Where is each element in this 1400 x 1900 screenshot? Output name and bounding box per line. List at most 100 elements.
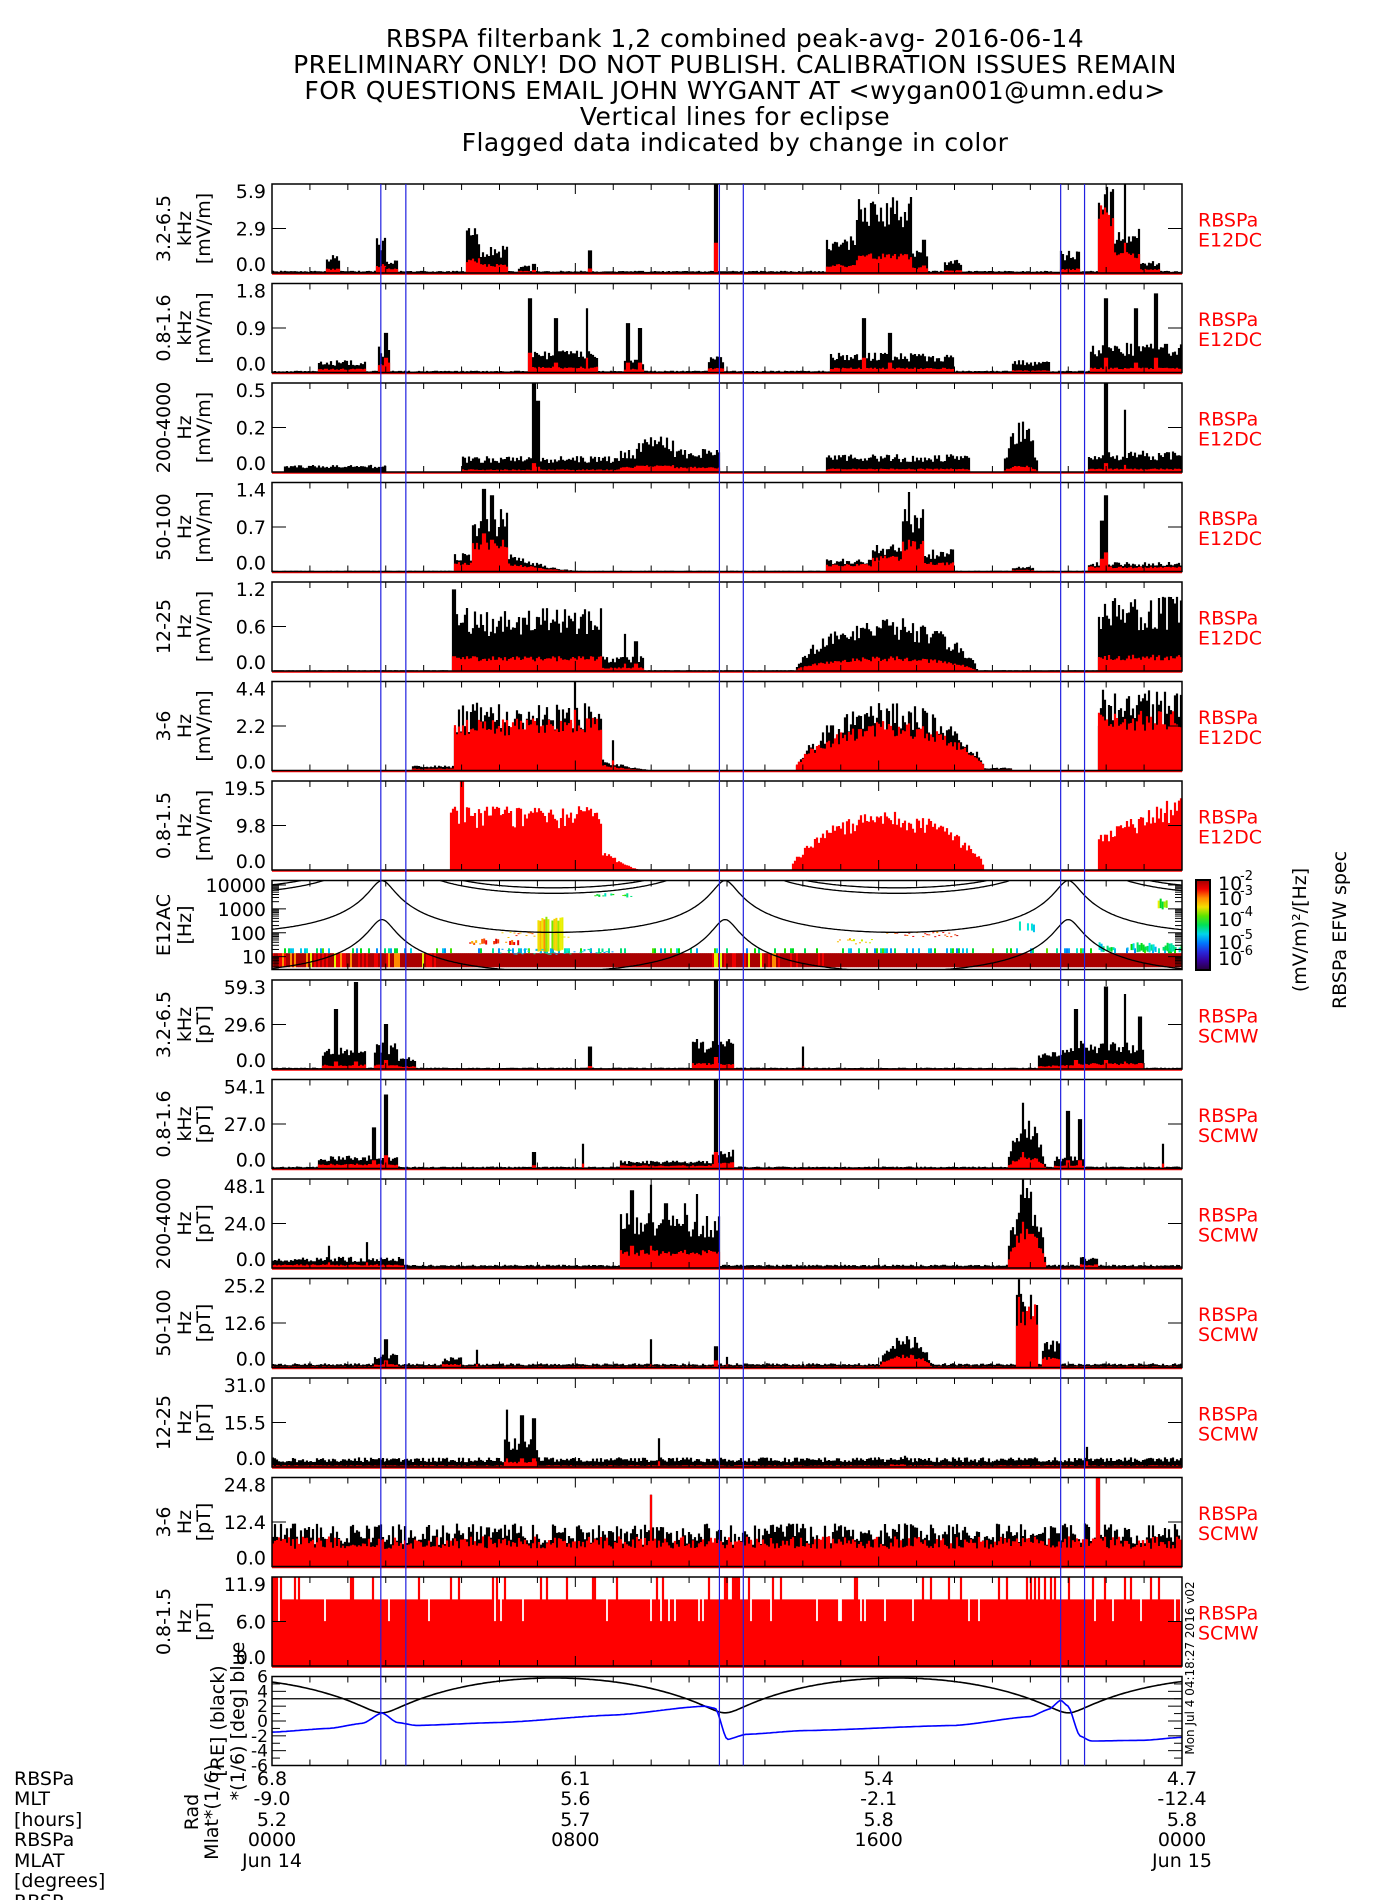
y-tick-label: 29.6 [224,1015,266,1037]
spectrogram-cell [484,953,487,968]
y-tick-label: 25.2 [224,1276,266,1298]
y-axis-label-line: Hz [174,515,196,539]
spectrogram-cell [844,953,847,968]
spectrogram-cell [598,948,600,954]
spectrogram-cell [580,953,583,968]
spectrogram-cell [804,948,806,954]
instrument-label: E12DC [1198,827,1262,849]
spectrogram-cell [567,948,570,951]
x-axis-ticks [271,283,1183,373]
spectrogram-cell [896,953,899,968]
spectrogram-cell [509,940,512,945]
spectrogram-cell [541,948,544,951]
y-axis-label-line: 3-6 [153,1506,175,1537]
spectrogram-cell [736,953,739,968]
spectrogram-cell [594,895,597,897]
spectrogram-cell [952,953,955,968]
spectrogram-cell [654,948,656,954]
spectrogram-cell [493,940,496,945]
spectrogram-cell [858,953,861,968]
spectrogram-cell [320,948,322,954]
spectrogram-cell [626,953,629,968]
spectrogram-cell [1104,953,1107,968]
instrument-label: RBSPa [1198,608,1258,630]
spectrogram-cell [896,932,899,934]
spectrogram-cell [454,953,457,968]
spectrogram-cell [394,953,397,968]
spectrogram-cell [388,948,390,954]
spectrogram-cell [660,948,662,954]
spectrogram-cell [622,894,625,896]
y-axis-label-line: 50-100 [153,493,175,560]
spectrogram-cell [559,917,562,951]
spectrogram-cell [830,953,833,968]
mlat-curve [272,1699,1183,1742]
spectrogram-cell [524,948,526,954]
spectrogram-cell [748,953,751,968]
spectrogram-cell [296,953,299,968]
spectrogram-cell [958,953,961,968]
spectrogram-cell [505,941,508,943]
spectrogram-cell [496,953,499,968]
spectrogram-cell [754,953,757,968]
y-tick-label: 0 [257,1712,268,1732]
spectrogram-cell [525,935,528,937]
spectrogram-cell [492,948,494,954]
spectrogram-cell [716,953,719,968]
eclipse-lines [380,184,1086,1766]
spectrogram-cell [563,936,566,938]
spectrogram-cell [521,953,524,955]
spectrogram-cell [768,953,771,968]
spectrogram-cell [513,942,516,945]
spectrogram-cell [572,953,575,968]
spectrogram-cell [604,893,607,897]
title-line-1: RBSPA filterbank 1,2 combined peak-avg- … [386,24,1084,53]
row-label: RBSPa [14,1768,74,1790]
y-axis-label-line: Hz [174,415,196,439]
spectrogram-cell [876,953,879,968]
spectrogram-cell [664,948,666,954]
spectrogram-cell [1034,953,1037,968]
y-tick-label: 5.9 [236,181,266,203]
spectrogram-cell [386,953,389,968]
spectrogram-cell [806,953,809,968]
y-axis-label-line: [mV/m] [193,193,215,264]
instrument-label: E12DC [1198,628,1262,650]
spectrogram-cell [966,953,969,968]
spectrogram-cell [564,948,566,954]
spectrogram-cell [328,948,330,954]
spectrogram-cell [852,953,855,968]
spectrogram-cell [555,953,558,955]
spectrogram-cell [890,948,892,954]
spectrogram-cell [475,940,478,943]
spectrogram-cell [608,953,611,968]
x-axis-ticks [271,681,1183,771]
y-axis-label-line: Hz [174,1211,196,1235]
instrument-label: RBSPa [1198,1404,1258,1426]
spectrogram-cell [908,953,911,968]
y-tick-label: 1.8 [236,281,266,303]
peak-series [271,1279,1183,1368]
y-tick-label: 2.9 [236,219,266,241]
spectrogram-cell [508,953,511,968]
instrument-label: RBSPa [1198,1304,1258,1326]
spectrogram-cell [366,953,369,968]
colorbar-tick-exponent: -4 [1240,905,1253,920]
spectrogram-cell [290,948,292,954]
spectrogram-cell [450,948,452,954]
y-tick-label: 0.7 [236,517,266,539]
colorbar-tick-exponent: -2 [1240,869,1253,884]
spectrogram-cell [932,932,935,934]
spectrogram-cell [666,953,669,968]
spectrogram-cell [540,953,543,968]
y-axis-label-line: [pT] [193,1005,215,1044]
spectrogram-cell [1152,953,1155,968]
spectrogram-cell [513,953,516,955]
instrument-label: SCMW [1198,1324,1259,1346]
spectrogram-cell [624,894,627,897]
y-tick-label: 0.0 [236,1150,266,1172]
instrument-label: SCMW [1198,1623,1259,1645]
spectrogram-cell [523,949,526,951]
spectrogram-cell [868,942,871,944]
spectrogram-cell [517,940,520,946]
